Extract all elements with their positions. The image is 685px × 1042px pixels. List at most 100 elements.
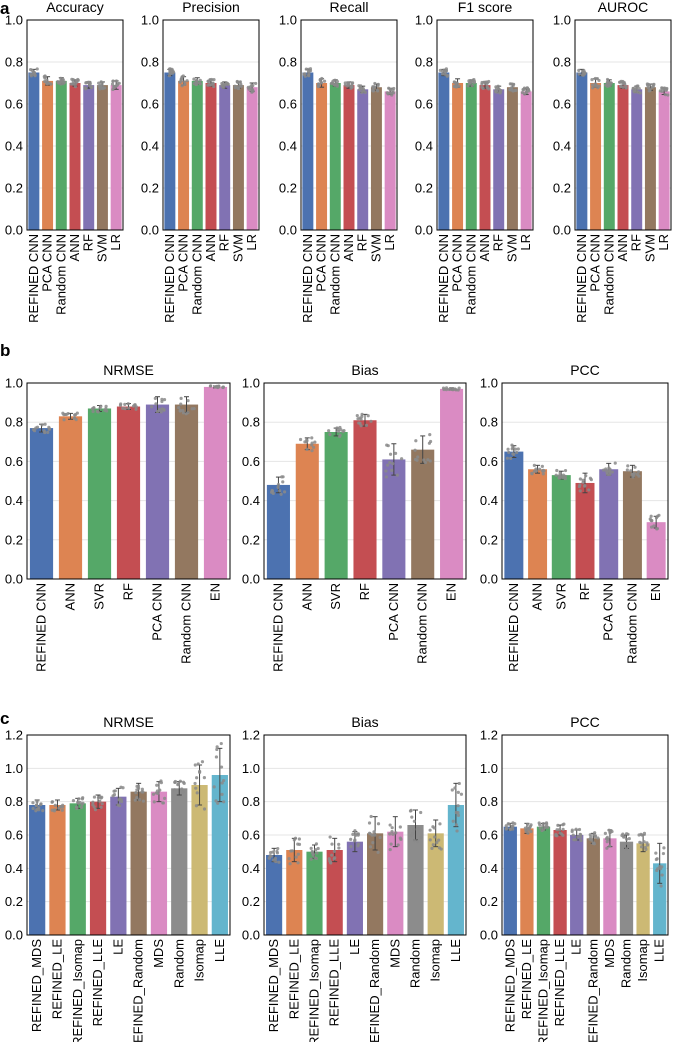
- data-point: [178, 779, 182, 783]
- chart-title: Accuracy: [46, 0, 104, 15]
- bar: [658, 91, 670, 231]
- bar: [266, 855, 283, 935]
- data-point: [277, 860, 281, 864]
- data-point: [652, 524, 656, 528]
- data-point: [192, 406, 196, 411]
- data-point: [577, 827, 582, 832]
- data-point: [61, 82, 65, 86]
- bar: [116, 406, 141, 579]
- data-point: [545, 822, 549, 826]
- y-tick-label: 0.4: [5, 139, 23, 154]
- y-tick-label: 0.2: [141, 181, 159, 196]
- data-point: [525, 86, 530, 90]
- bar: [96, 85, 108, 230]
- y-tick-label: 0.4: [480, 861, 498, 876]
- bar: [324, 432, 348, 579]
- data-point: [532, 469, 537, 473]
- x-tick-label: ANN: [67, 234, 82, 261]
- data-point: [396, 843, 400, 847]
- data-point: [658, 89, 662, 93]
- data-point: [428, 838, 432, 842]
- y-tick-label: 0.8: [480, 794, 498, 809]
- y-tick-label: 0.4: [415, 139, 433, 154]
- data-point: [384, 475, 388, 479]
- data-point: [411, 831, 415, 835]
- bar: [178, 80, 190, 231]
- x-tick-label: REFINED CNN: [34, 583, 49, 672]
- data-point: [179, 396, 183, 400]
- x-tick-label: REFINED_MDS: [266, 939, 281, 1033]
- data-point: [454, 810, 458, 815]
- data-point: [656, 867, 660, 871]
- data-point: [341, 429, 345, 434]
- data-point: [376, 84, 380, 88]
- y-tick-label: 0.0: [5, 572, 23, 587]
- data-point: [250, 83, 254, 88]
- data-point: [649, 514, 653, 518]
- data-point: [371, 841, 375, 845]
- data-point: [73, 84, 78, 89]
- data-point: [195, 791, 199, 795]
- data-point: [194, 804, 199, 808]
- data-point: [635, 472, 639, 476]
- bar: [646, 522, 666, 579]
- bar: [353, 420, 377, 579]
- data-point: [578, 832, 582, 836]
- bar: [367, 833, 384, 935]
- x-tick-label: Random CNN: [179, 583, 194, 664]
- data-point: [636, 90, 640, 94]
- data-point: [450, 788, 454, 792]
- data-point: [168, 71, 172, 75]
- data-point: [392, 86, 396, 91]
- bar: [295, 443, 319, 579]
- data-point: [455, 829, 459, 833]
- data-point: [563, 474, 567, 478]
- data-point: [627, 844, 631, 848]
- data-point: [629, 469, 633, 473]
- data-point: [134, 407, 138, 411]
- data-point: [369, 814, 373, 819]
- data-point: [77, 797, 81, 801]
- data-point: [303, 72, 307, 76]
- bar: [447, 805, 464, 935]
- data-point: [173, 779, 178, 784]
- data-point: [72, 416, 77, 420]
- data-point: [332, 849, 337, 853]
- data-point: [453, 387, 457, 391]
- data-point: [59, 805, 63, 809]
- y-tick-label: 1.2: [5, 728, 23, 743]
- y-tick-label: 0.8: [242, 794, 260, 809]
- data-point: [526, 828, 531, 832]
- data-point: [416, 455, 420, 459]
- data-point: [41, 809, 45, 813]
- data-point: [556, 823, 560, 827]
- data-point: [393, 451, 398, 456]
- data-point: [384, 469, 388, 473]
- data-point: [388, 452, 393, 456]
- data-point: [642, 831, 647, 835]
- data-point: [192, 77, 196, 81]
- data-point: [359, 424, 363, 428]
- data-point: [182, 781, 186, 785]
- data-point: [529, 829, 533, 834]
- bar: [636, 843, 650, 935]
- bar: [520, 828, 534, 935]
- data-point: [587, 488, 591, 492]
- data-point: [60, 808, 64, 812]
- data-point: [499, 88, 503, 93]
- data-point: [235, 79, 239, 84]
- y-tick-label: 1.0: [5, 376, 23, 391]
- bar: [570, 835, 584, 935]
- plot-frame: [574, 19, 672, 231]
- bar: [370, 87, 382, 230]
- data-point: [504, 824, 508, 828]
- x-tick-label: ANN: [477, 234, 492, 261]
- data-point: [513, 88, 517, 93]
- data-point: [113, 789, 117, 793]
- chart-title: Bias: [351, 714, 378, 730]
- bar: [89, 801, 107, 935]
- data-point: [247, 87, 251, 91]
- data-point: [375, 88, 379, 92]
- bar: [326, 850, 343, 935]
- data-point: [335, 84, 339, 88]
